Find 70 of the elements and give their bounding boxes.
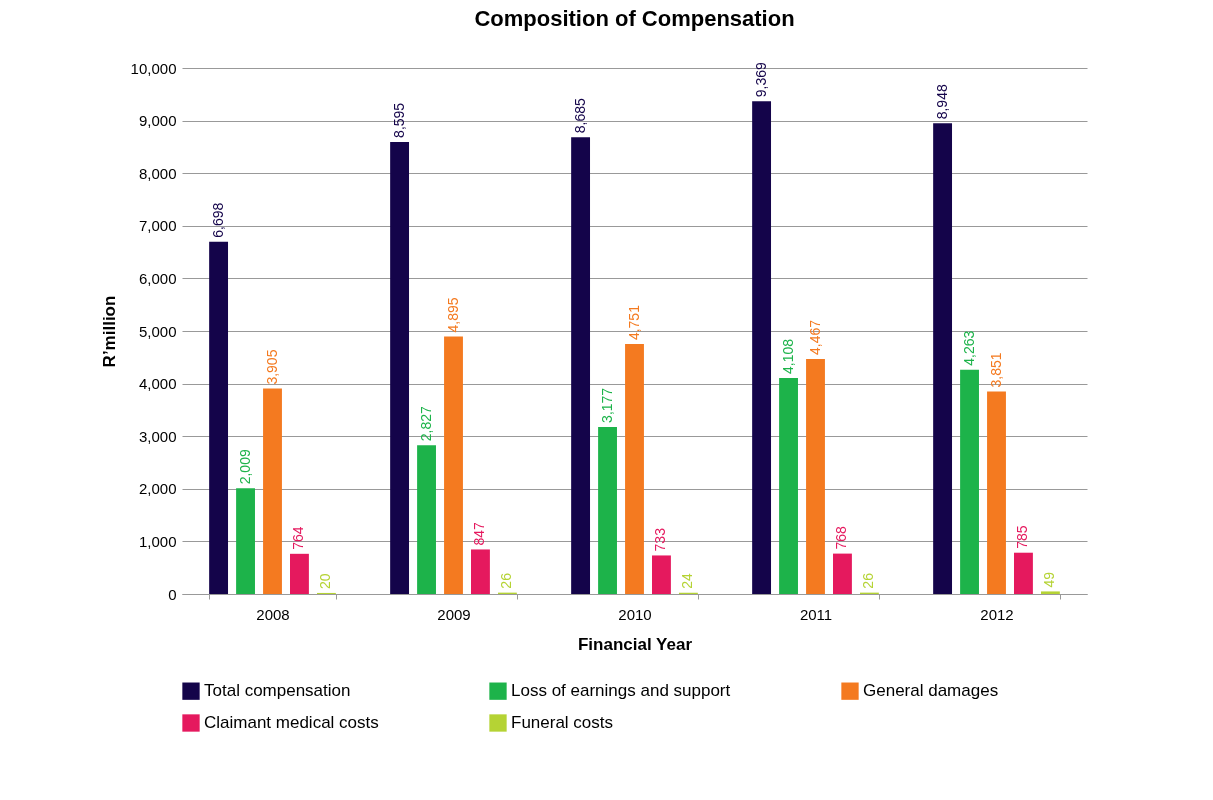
bar	[933, 123, 953, 594]
bar	[290, 553, 309, 594]
bar	[806, 359, 825, 594]
data-label: 26	[498, 572, 515, 589]
data-label: 26	[860, 572, 877, 589]
bar	[598, 426, 617, 594]
y-tick-label: 6,000	[138, 269, 177, 287]
y-tick-label: 2,000	[138, 480, 177, 498]
bar	[209, 241, 229, 594]
chart-title: Composition of Compensation	[474, 6, 795, 31]
y-tick-label: 7,000	[138, 217, 177, 235]
bar	[417, 445, 436, 594]
x-tick-label: 2012	[980, 605, 1014, 623]
y-tick-label: 8,000	[138, 164, 177, 182]
x-tick-label: 2009	[437, 605, 471, 623]
legend-label: Loss of earnings and support	[511, 681, 731, 701]
x-tick-label: 2008	[256, 605, 290, 623]
data-label: 24	[679, 572, 696, 589]
data-label: 49	[1041, 571, 1058, 588]
data-label: 733	[652, 527, 669, 552]
data-label: 4,263	[960, 330, 977, 366]
bar	[779, 377, 798, 594]
bar	[625, 344, 644, 594]
data-label: 4,895	[444, 297, 461, 333]
data-label: 8,685	[571, 97, 588, 134]
data-label: 4,467	[806, 319, 823, 356]
data-label: 20	[317, 573, 334, 589]
y-axis-title: R’million	[99, 295, 119, 368]
data-label: 4,751	[625, 304, 642, 341]
y-tick-label: 4,000	[138, 375, 177, 393]
bar	[571, 137, 591, 594]
bar	[471, 549, 490, 594]
data-label: 3,177	[598, 387, 615, 423]
x-tick-label: 2010	[618, 605, 652, 623]
legend-label: Total compensation	[204, 681, 351, 701]
data-label: 6,698	[209, 202, 226, 238]
data-label: 4,108	[779, 338, 796, 374]
data-label: 847	[471, 521, 488, 546]
data-label: 768	[833, 526, 850, 550]
bar	[752, 101, 772, 594]
x-tick-label: 2011	[799, 605, 833, 623]
legend-label: General damages	[863, 681, 999, 701]
x-axis-title: Financial Year	[577, 634, 693, 654]
data-label: 3,905	[263, 349, 280, 385]
bar	[987, 391, 1006, 594]
bar	[444, 336, 463, 594]
y-tick-label: 5,000	[138, 322, 177, 340]
bar	[1040, 591, 1060, 594]
bar	[960, 369, 979, 594]
data-label: 785	[1014, 525, 1031, 549]
data-label: 9,369	[752, 61, 769, 98]
data-label: 2,827	[417, 406, 434, 442]
legend-label: Claimant medical costs	[204, 713, 379, 732]
data-label: 764	[290, 526, 307, 550]
data-label: 2,009	[236, 449, 253, 485]
data-label: 8,595	[390, 102, 407, 138]
bar	[236, 488, 255, 594]
y-tick-label: 0	[168, 585, 177, 603]
y-tick-label: 1,000	[138, 532, 177, 550]
data-label: 3,851	[987, 352, 1004, 388]
bar	[1014, 552, 1033, 594]
legend-label: Funeral costs	[511, 713, 614, 732]
bar	[390, 141, 410, 594]
y-tick-label: 3,000	[138, 427, 177, 445]
data-label: 8,948	[933, 84, 950, 120]
bar	[652, 555, 671, 594]
y-tick-label: 9,000	[138, 112, 177, 130]
bar	[833, 553, 852, 594]
y-tick-label: 10,000	[130, 59, 177, 77]
bar	[263, 388, 282, 594]
